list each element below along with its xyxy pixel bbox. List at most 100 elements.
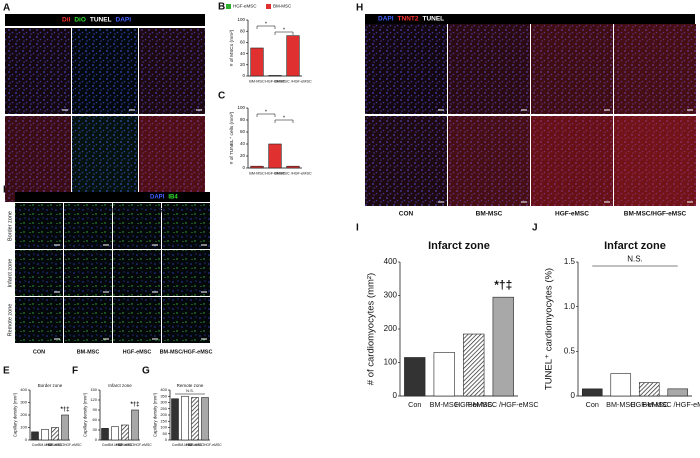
bar [181,395,189,441]
stain-label: TUNEL [90,17,112,24]
panel-letter: B [218,2,225,13]
x-tick-label: HGF-eMSC [186,443,204,447]
row-label: Border zone [7,211,13,241]
bar [610,373,632,397]
panel-letter: C [218,91,225,102]
x-tick-label: BM-MSC [606,400,635,409]
column-label: BM-MSC [476,211,503,218]
significance-bracket [274,31,294,35]
micrograph [5,28,71,114]
micrograph-stain [531,116,613,206]
y-tick-label: 0 [571,391,576,400]
micrograph [614,24,696,114]
x-tick-label: BM-MSC /HGF-eMSC [48,443,82,447]
y-tick-label: 20 [240,62,246,67]
bar [250,47,264,77]
x-tick-label: HGF-eMSC [630,400,668,409]
micrograph [15,250,63,296]
significance-mark: * [283,27,286,33]
micrograph [113,250,161,296]
micrograph-stain [448,24,530,114]
x-tick-label: Con [586,400,599,409]
micrograph [15,203,63,249]
x-tick-label: BM-MSC /HGF-eMSC [468,400,539,409]
micrograph [113,297,161,343]
stain-label: DiO [74,17,86,24]
x-tick-label: Con [32,443,38,447]
legend-bg [5,14,205,26]
y-tick-label: 200 [20,412,27,417]
bar [404,357,426,397]
y-tick-label: 40 [240,51,246,56]
y-tick-label: 60 [93,417,98,422]
y-tick-label: 1.5 [564,257,576,266]
significance-bracket [274,119,294,123]
micrograph [113,203,161,249]
x-tick-label: BM-MSC [108,443,122,447]
x-tick-label: BM-MSC /HGF-eMSC [274,172,312,176]
bar [61,414,69,441]
column-label: CON [33,349,45,355]
micrograph-stain [365,24,447,114]
stain-label: DAPI [150,195,165,201]
micrograph [365,24,447,114]
legend-bg [15,192,210,202]
panel-letter: J [532,223,538,234]
row-label: Remote zone [7,304,13,337]
y-tick-label: 350 [160,393,167,398]
significance-mark: * [283,115,286,121]
ns-label: N.S. [186,388,194,393]
y-tick-label: 100 [160,425,167,430]
x-tick-label: BM-MSC /HGF-eMSC [642,400,700,409]
y-tick-label: 400 [384,257,398,266]
bar [268,75,282,77]
significance-mark: * [265,21,268,27]
micrograph [64,250,112,296]
bar [463,333,485,397]
micrograph [162,203,210,249]
micrograph [365,116,447,206]
column-label: BM-MSC/HGF-eMSC [624,211,687,218]
panel-letter: E [3,366,10,377]
bar [121,424,129,441]
panel-letter: F [72,366,78,377]
bar [191,397,199,441]
micrograph [139,116,205,202]
micrograph-stain [365,116,447,206]
micrograph-stain [448,116,530,206]
y-tick-label: 100 [237,17,245,22]
chart-title: Border zone [38,383,63,388]
column-label: HGF-eMSC [123,349,152,355]
x-tick-label: HGF-eMSC [116,443,134,447]
bar [171,398,179,441]
bar [667,388,689,397]
y-tick-label: 100 [384,358,398,367]
y-tick-label: 400 [160,387,167,392]
bar [286,165,300,169]
y-tick-label: 300 [20,400,27,405]
column-label: BM-MSC [77,349,100,355]
x-tick-label: BM-MSC /HGF-eMSC [274,80,312,84]
micrograph [64,203,112,249]
x-tick-label: BM-MSC /HGF-eMSC [118,443,152,447]
y-tick-label: 40 [240,141,246,146]
y-tick-label: 150 [90,387,97,392]
y-tick-label: 250 [160,406,167,411]
micrograph [72,116,138,202]
chart-title: Infarct zone [108,383,132,388]
panel-letter: A [3,3,10,14]
x-tick-label: HGF-eMSC [265,172,285,176]
bar [492,296,514,397]
chart-title: Remote zone [177,383,204,388]
y-axis-label: # of TUNEL⁺ cells (mm²) [229,111,235,164]
y-tick-label: 150 [160,418,167,423]
y-tick-label: 80 [240,28,246,33]
y-axis-label: Capillary density (mm²) [83,392,88,437]
y-tick-label: 90 [93,407,98,412]
legend-label: HGF-eMSC [233,4,257,9]
micrograph-stain [72,116,138,202]
stain-label: DAPI [378,16,394,23]
x-tick-label: BM-MSC [249,172,265,176]
y-axis-label: Capillary density (mm²) [153,392,158,437]
